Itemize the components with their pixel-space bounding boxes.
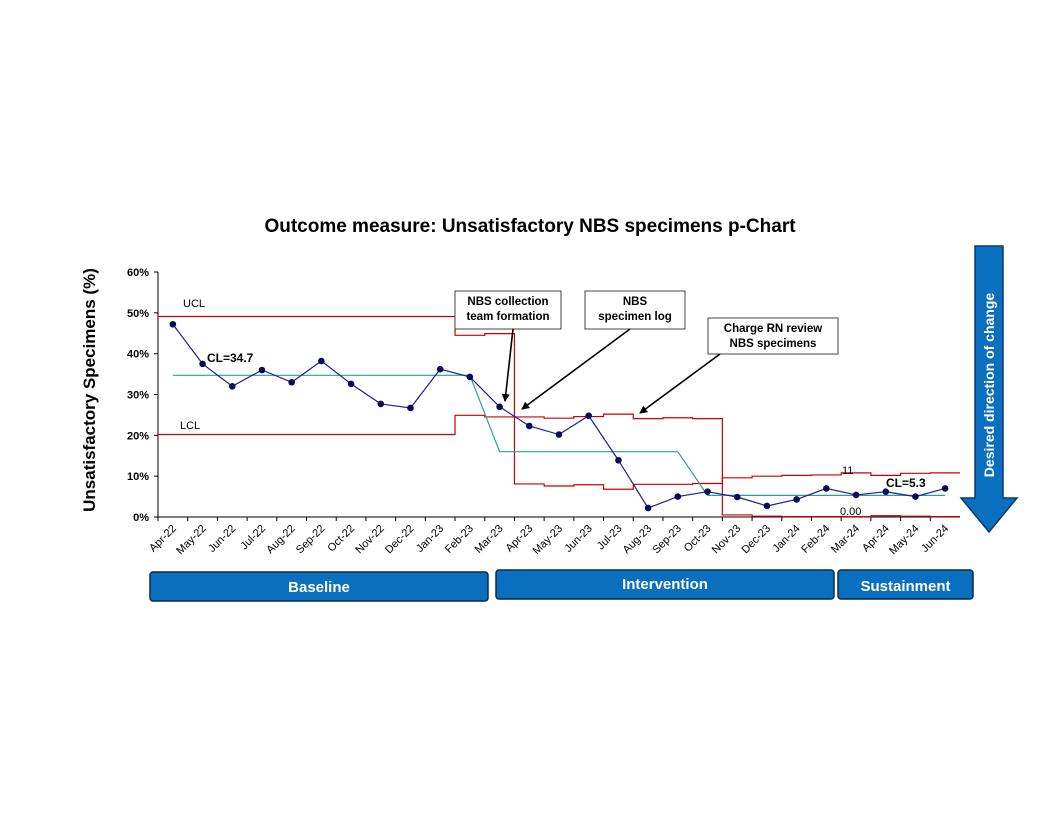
data-point (169, 320, 177, 328)
data-point (525, 422, 533, 430)
data-point (674, 493, 682, 500)
y-tick-label: 30% (127, 390, 149, 402)
data-point (644, 504, 652, 512)
ucl-line (158, 315, 960, 490)
annotation-text: NBS collection (467, 296, 548, 308)
label-ucl: UCL (183, 298, 205, 310)
annotation-box (454, 290, 562, 330)
x-tick-label: Feb-23 (443, 523, 476, 556)
line-labels: UCL LCL CL=34.7 CL=5.3 11 0.00 (180, 298, 926, 518)
data-series (169, 320, 949, 512)
x-tick-label: Dec-22 (383, 523, 417, 557)
x-tick-label: Mar-24 (829, 523, 862, 556)
x-tick-label: Oct-22 (325, 523, 357, 555)
y-tick-label: 0% (133, 512, 149, 524)
annotations: NBS collection team formation NBS specimen … (454, 290, 839, 414)
annotation-box (707, 317, 839, 355)
lcl-line (158, 413, 960, 518)
phase-label: Intervention (622, 576, 708, 593)
x-tick-label: Jan-23 (414, 523, 446, 555)
data-point (436, 365, 444, 373)
phase-bars: Baseline Intervention Sustainment (149, 569, 974, 602)
x-tick-label: Sep-22 (294, 523, 328, 557)
data-point (912, 493, 919, 500)
annotation-text: NBS specimens (730, 338, 817, 350)
data-point (347, 380, 355, 388)
y-axis-label: Unsatisfactory Specimens (%) (80, 268, 99, 512)
data-point (733, 493, 741, 501)
data-point (496, 403, 503, 411)
phase-box (149, 571, 489, 602)
x-tick-label: Oct-23 (682, 523, 714, 555)
x-tick-label: Aug-22 (264, 523, 298, 557)
annotation-text: specimen log (598, 311, 672, 323)
label-ucl-end: 11 (842, 465, 853, 477)
label-cl-sustain: CL=5.3 (886, 476, 926, 490)
label-lcl-end: 0.00 (840, 506, 861, 518)
y-tick-label: 50% (127, 308, 149, 320)
phase-label: Sustainment (860, 578, 950, 595)
annotation-text: Charge RN review (724, 323, 822, 335)
center-line (172, 374, 946, 496)
x-tick-label: Sep-23 (650, 523, 684, 557)
data-point (763, 502, 771, 510)
data-point (258, 366, 266, 374)
data-point (585, 412, 593, 420)
x-tick-label: Jan-24 (770, 523, 802, 555)
x-tick-label: Dec-23 (739, 523, 773, 557)
x-tick-label: Nov-22 (353, 523, 387, 557)
data-point (466, 373, 474, 381)
data-point (199, 360, 206, 368)
phase-box (495, 569, 835, 600)
annotation-arrow (501, 328, 514, 402)
x-tick-label: Jun-24 (919, 523, 951, 555)
data-point (288, 378, 295, 386)
annotation-text: team formation (466, 311, 549, 323)
data-point (555, 431, 563, 438)
x-tick-label: Nov-23 (710, 523, 744, 557)
annotation-box (584, 290, 686, 330)
x-tick-label: Jun-23 (563, 523, 595, 555)
data-point (407, 404, 414, 412)
data-point (615, 456, 622, 464)
phase-label: Baseline (288, 579, 350, 596)
phase-box (837, 569, 974, 600)
data-point (377, 400, 385, 408)
data-point (793, 496, 800, 503)
direction-arrow-label: Desired direction of change (981, 293, 997, 478)
chart-title: Outcome measure: Unsatisfactory NBS spec… (264, 216, 796, 237)
direction-arrow: Desired direction of change (959, 245, 1019, 534)
y-tick-label: 40% (127, 349, 149, 361)
x-tick-label: Jun-22 (206, 523, 238, 555)
data-point (852, 491, 860, 499)
data-point (882, 488, 890, 495)
annotation-arrow (639, 353, 721, 414)
data-point (704, 488, 711, 495)
x-tick-label: May-22 (174, 523, 208, 557)
y-tick-label: 60% (127, 267, 149, 279)
control-limits (158, 315, 960, 518)
x-tick-label: Feb-24 (799, 523, 832, 556)
data-point (941, 485, 949, 492)
y-tick-label: 20% (127, 430, 149, 442)
data-point (823, 485, 830, 492)
x-tick-label: Mar-23 (473, 523, 506, 556)
data-point (318, 357, 325, 365)
x-tick-label: May-24 (887, 523, 921, 557)
label-cl-baseline: CL=34.7 (207, 351, 254, 365)
annotation-arrow (521, 328, 631, 410)
data-point (228, 383, 236, 390)
x-tick-label: May-23 (531, 523, 565, 557)
label-lcl: LCL (180, 420, 200, 432)
annotation-text: NBS (623, 296, 648, 308)
x-tick-label: Aug-23 (621, 523, 655, 557)
y-tick-label: 10% (127, 471, 149, 483)
direction-arrow-shape (959, 245, 1019, 534)
